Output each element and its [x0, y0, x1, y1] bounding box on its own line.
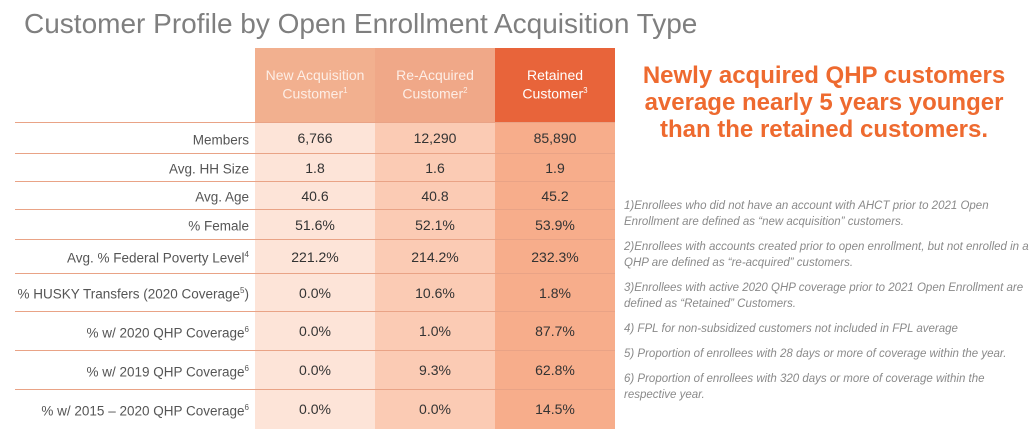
row-label: % w/ 2020 QHP Coverage6 [15, 311, 255, 351]
cell-value: 232.3% [495, 239, 615, 274]
table-row: Avg. Age 40.6 40.8 45.2 [15, 181, 615, 210]
footnote: 1)Enrollees who did not have an account … [624, 200, 989, 228]
cell-value: 45.2 [495, 181, 615, 210]
headline: Newly acquired QHP customers average nea… [642, 62, 1006, 143]
row-label: % w/ 2019 QHP Coverage6 [15, 350, 255, 390]
cell-value: 0.0% [255, 311, 375, 351]
cell-value: 9.3% [375, 350, 495, 390]
table-row: Avg. HH Size 1.8 1.6 1.9 [15, 153, 615, 182]
footnote: 2)Enrollees with accounts created prior … [624, 241, 1029, 269]
cell-value: 40.8 [375, 181, 495, 210]
cell-value: 52.1% [375, 209, 495, 240]
table-row: % Female 51.6% 52.1% 53.9% [15, 209, 615, 240]
header-blank [15, 48, 255, 123]
table-row: % w/ 2019 QHP Coverage6 0.0% 9.3% 62.8% [15, 350, 615, 390]
row-label: % w/ 2015 – 2020 QHP Coverage6 [15, 389, 255, 429]
cell-value: 214.2% [375, 239, 495, 274]
footnote: 3)Enrollees with active 2020 QHP coverag… [624, 282, 1024, 310]
cell-value: 221.2% [255, 239, 375, 274]
cell-value: 1.9 [495, 153, 615, 182]
cell-value: 1.0% [375, 311, 495, 351]
cell-value: 40.6 [255, 181, 375, 210]
page-title: Customer Profile by Open Enrollment Acqu… [24, 8, 698, 39]
cell-value: 0.0% [255, 273, 375, 312]
cell-value: 62.8% [495, 350, 615, 390]
row-label: % Female [15, 209, 255, 240]
cell-value: 0.0% [375, 389, 495, 429]
customer-profile-table: New Acquisition Customer1 Re-Acquired Cu… [15, 48, 615, 429]
row-label: Avg. Age [15, 181, 255, 210]
row-label: Members [15, 122, 255, 154]
footnote: 5) Proportion of enrollees with 28 days … [624, 348, 1007, 360]
cell-value: 10.6% [375, 273, 495, 312]
row-label: % HUSKY Transfers (2020 Coverage5) [15, 273, 255, 312]
table-row: % HUSKY Transfers (2020 Coverage5) 0.0% 10… [15, 273, 615, 312]
table-row: Avg. % Federal Poverty Level4 221.2% 214.2… [15, 239, 615, 274]
cell-value: 53.9% [495, 209, 615, 240]
cell-value: 1.6 [375, 153, 495, 182]
column-header: Re-Acquired Customer2 [375, 48, 495, 123]
footnotes: 1)Enrollees who did not have an account … [624, 198, 1029, 412]
cell-value: 12,290 [375, 122, 495, 154]
cell-value: 0.0% [255, 389, 375, 429]
table-row: % w/ 2020 QHP Coverage6 0.0% 1.0% 87.7% [15, 311, 615, 351]
header-row: New Acquisition Customer1 Re-Acquired Cu… [15, 48, 615, 123]
table-row: % w/ 2015 – 2020 QHP Coverage6 0.0% 0.0% 14… [15, 389, 615, 429]
cell-value: 51.6% [255, 209, 375, 240]
column-header: New Acquisition Customer1 [255, 48, 375, 123]
cell-value: 14.5% [495, 389, 615, 429]
cell-value: 0.0% [255, 350, 375, 390]
cell-value: 1.8% [495, 273, 615, 312]
row-label: Avg. HH Size [15, 153, 255, 182]
table-row: Members 6,766 12,290 85,890 [15, 122, 615, 154]
cell-value: 1.8 [255, 153, 375, 182]
cell-value: 87.7% [495, 311, 615, 351]
footnote: 6) Proportion of enrollees with 320 days… [624, 373, 985, 401]
footnote: 4) FPL for non-subsidized customers not … [624, 323, 958, 335]
cell-value: 6,766 [255, 122, 375, 154]
column-header: Retained Customer3 [495, 48, 615, 123]
row-label: Avg. % Federal Poverty Level4 [15, 239, 255, 274]
cell-value: 85,890 [495, 122, 615, 154]
